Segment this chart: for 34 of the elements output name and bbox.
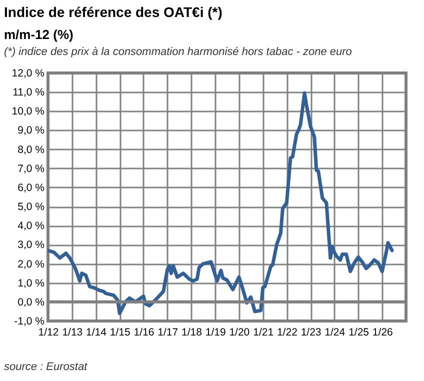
x-tick-label: 1/20 [229, 326, 250, 338]
y-tick-label: 8,0 % [18, 144, 44, 156]
x-tick-label: 1/26 [372, 326, 394, 338]
x-tick-label: 1/23 [300, 326, 322, 338]
x-tick-label: 1/18 [182, 326, 202, 338]
x-tick-label: 1/14 [86, 326, 107, 338]
x-tick-label: 1/19 [205, 326, 226, 338]
x-tick-label: 1/21 [253, 326, 274, 338]
y-tick-label: 10,0 % [12, 106, 44, 118]
chart-title: Indice de référence des OAT€i (*) [4, 4, 222, 20]
y-tick-label: 3,0 % [18, 239, 44, 252]
x-tick-label: 1/17 [158, 326, 178, 338]
y-tick-label: 2,0 % [18, 258, 44, 270]
line-series [48, 91, 394, 316]
y-tick-label: 0,0 % [18, 296, 44, 308]
y-tick-label: 12,0 % [12, 68, 44, 80]
x-tick-label: 1/22 [276, 326, 298, 338]
y-tick-label: -1,0 % [14, 316, 44, 328]
source-note: source : Eurostat [4, 361, 88, 373]
y-tick-label: 4,0 % [18, 220, 44, 232]
text: (*) indice des prix à la consommation harmonisé hors tabac - zone euro [4, 46, 352, 58]
y-tick-label: 5,0 % [18, 201, 44, 214]
y-tick-label: 6,0 % [18, 182, 44, 194]
y-tick-label: 11,0 % [12, 86, 44, 99]
x-tick-label: 1/13 [62, 326, 83, 338]
chart-subtitle: m/m-12 (%) [4, 27, 74, 42]
y-tick-label: 7,0 % [18, 162, 44, 175]
y-tick-label: 9,0 % [18, 124, 44, 137]
x-tick-label: 1/16 [134, 326, 154, 338]
x-tick-label: 1/25 [348, 326, 370, 338]
x-tick-label: 1/24 [324, 326, 346, 338]
x-tick-label: 1/12 [38, 326, 59, 338]
y-tick-label: 1,0 % [18, 277, 44, 290]
x-tick-label: 1/15 [110, 326, 130, 338]
